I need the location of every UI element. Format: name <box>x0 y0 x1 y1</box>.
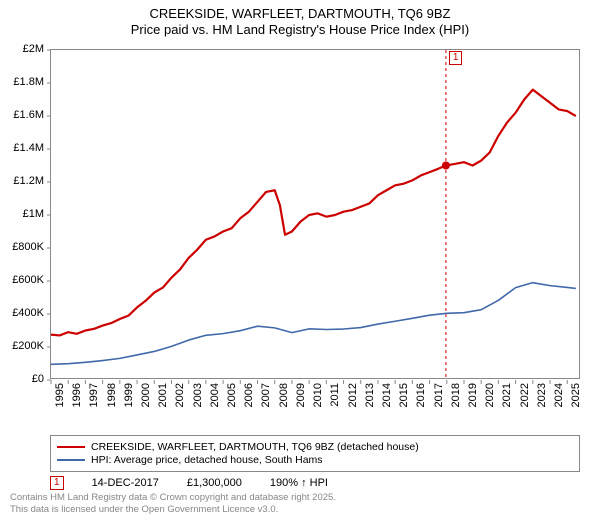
y-axis-label: £1M <box>0 208 44 220</box>
legend-swatch-hpi <box>57 459 85 461</box>
plot-region <box>50 49 580 379</box>
copyright: Contains HM Land Registry data © Crown c… <box>10 492 590 516</box>
footer-date: 14-DEC-2017 <box>92 477 159 489</box>
chart-area: £0 £200K £400K £600K £800K £1M £1.2M £1.4M £1.6M… <box>0 39 600 429</box>
x-axis-label: 2004 <box>209 383 221 407</box>
y-axis-label: £2M <box>0 43 44 55</box>
x-axis-label: 2025 <box>570 383 582 407</box>
title-block: CREEKSIDE, WARFLEET, DARTMOUTH, TQ6 9BZ … <box>0 0 600 39</box>
x-axis-label: 2007 <box>260 383 272 407</box>
y-axis-label: £1.8M <box>0 76 44 88</box>
legend-item-property: CREEKSIDE, WARFLEET, DARTMOUTH, TQ6 9BZ … <box>57 441 573 453</box>
x-axis-label: 2011 <box>329 383 341 407</box>
x-axis-label: 1999 <box>123 383 135 407</box>
legend: CREEKSIDE, WARFLEET, DARTMOUTH, TQ6 9BZ … <box>50 435 580 472</box>
marker-label: 1 <box>449 51 463 65</box>
x-axis-label: 1996 <box>71 383 83 407</box>
x-axis-label: 2009 <box>295 383 307 407</box>
y-axis-label: £1.2M <box>0 175 44 187</box>
x-axis-label: 2008 <box>278 383 290 407</box>
x-axis-label: 2001 <box>157 383 169 407</box>
x-axis-label: 2000 <box>140 383 152 407</box>
y-axis-label: £600K <box>0 274 44 286</box>
x-axis-label: 2022 <box>519 383 531 407</box>
x-axis-label: 2020 <box>484 383 496 407</box>
footer-marker: 1 <box>50 476 64 490</box>
legend-label-property: CREEKSIDE, WARFLEET, DARTMOUTH, TQ6 9BZ … <box>91 441 419 453</box>
x-axis-label: 2023 <box>536 383 548 407</box>
y-axis-label: £1.4M <box>0 142 44 154</box>
x-axis-label: 2021 <box>501 383 513 407</box>
x-axis-label: 1995 <box>54 383 66 407</box>
x-axis-label: 2003 <box>192 383 204 407</box>
x-axis-label: 2010 <box>312 383 324 407</box>
plot-svg <box>51 50 581 380</box>
legend-item-hpi: HPI: Average price, detached house, Sout… <box>57 454 573 466</box>
copyright-line1: Contains HM Land Registry data © Crown c… <box>10 492 590 504</box>
footer-pct: 190% ↑ HPI <box>270 477 328 489</box>
legend-swatch-property <box>57 446 85 448</box>
y-axis-label: £800K <box>0 241 44 253</box>
footer-price: £1,300,000 <box>187 477 242 489</box>
x-axis-label: 2024 <box>553 383 565 407</box>
copyright-line2: This data is licensed under the Open Gov… <box>10 504 590 516</box>
x-axis-label: 2017 <box>433 383 445 407</box>
x-axis-label: 2018 <box>450 383 462 407</box>
legend-label-hpi: HPI: Average price, detached house, Sout… <box>91 454 323 466</box>
x-axis-label: 2005 <box>226 383 238 407</box>
x-axis-label: 2016 <box>415 383 427 407</box>
transaction-footer: 1 14-DEC-2017 £1,300,000 190% ↑ HPI <box>50 476 580 490</box>
x-axis-label: 1998 <box>106 383 118 407</box>
x-axis-label: 1997 <box>88 383 100 407</box>
y-axis-label: £1.6M <box>0 109 44 121</box>
x-axis-label: 2019 <box>467 383 479 407</box>
x-axis-label: 2015 <box>398 383 410 407</box>
y-axis-label: £400K <box>0 307 44 319</box>
chart-subtitle: Price paid vs. HM Land Registry's House … <box>10 22 590 37</box>
x-axis-label: 2006 <box>243 383 255 407</box>
chart-title: CREEKSIDE, WARFLEET, DARTMOUTH, TQ6 9BZ <box>10 6 590 21</box>
y-axis-label: £200K <box>0 340 44 352</box>
x-axis-label: 2014 <box>381 383 393 407</box>
y-axis-label: £0 <box>0 373 44 385</box>
x-axis-label: 2002 <box>174 383 186 407</box>
x-axis-label: 2012 <box>347 383 359 407</box>
x-axis-label: 2013 <box>364 383 376 407</box>
